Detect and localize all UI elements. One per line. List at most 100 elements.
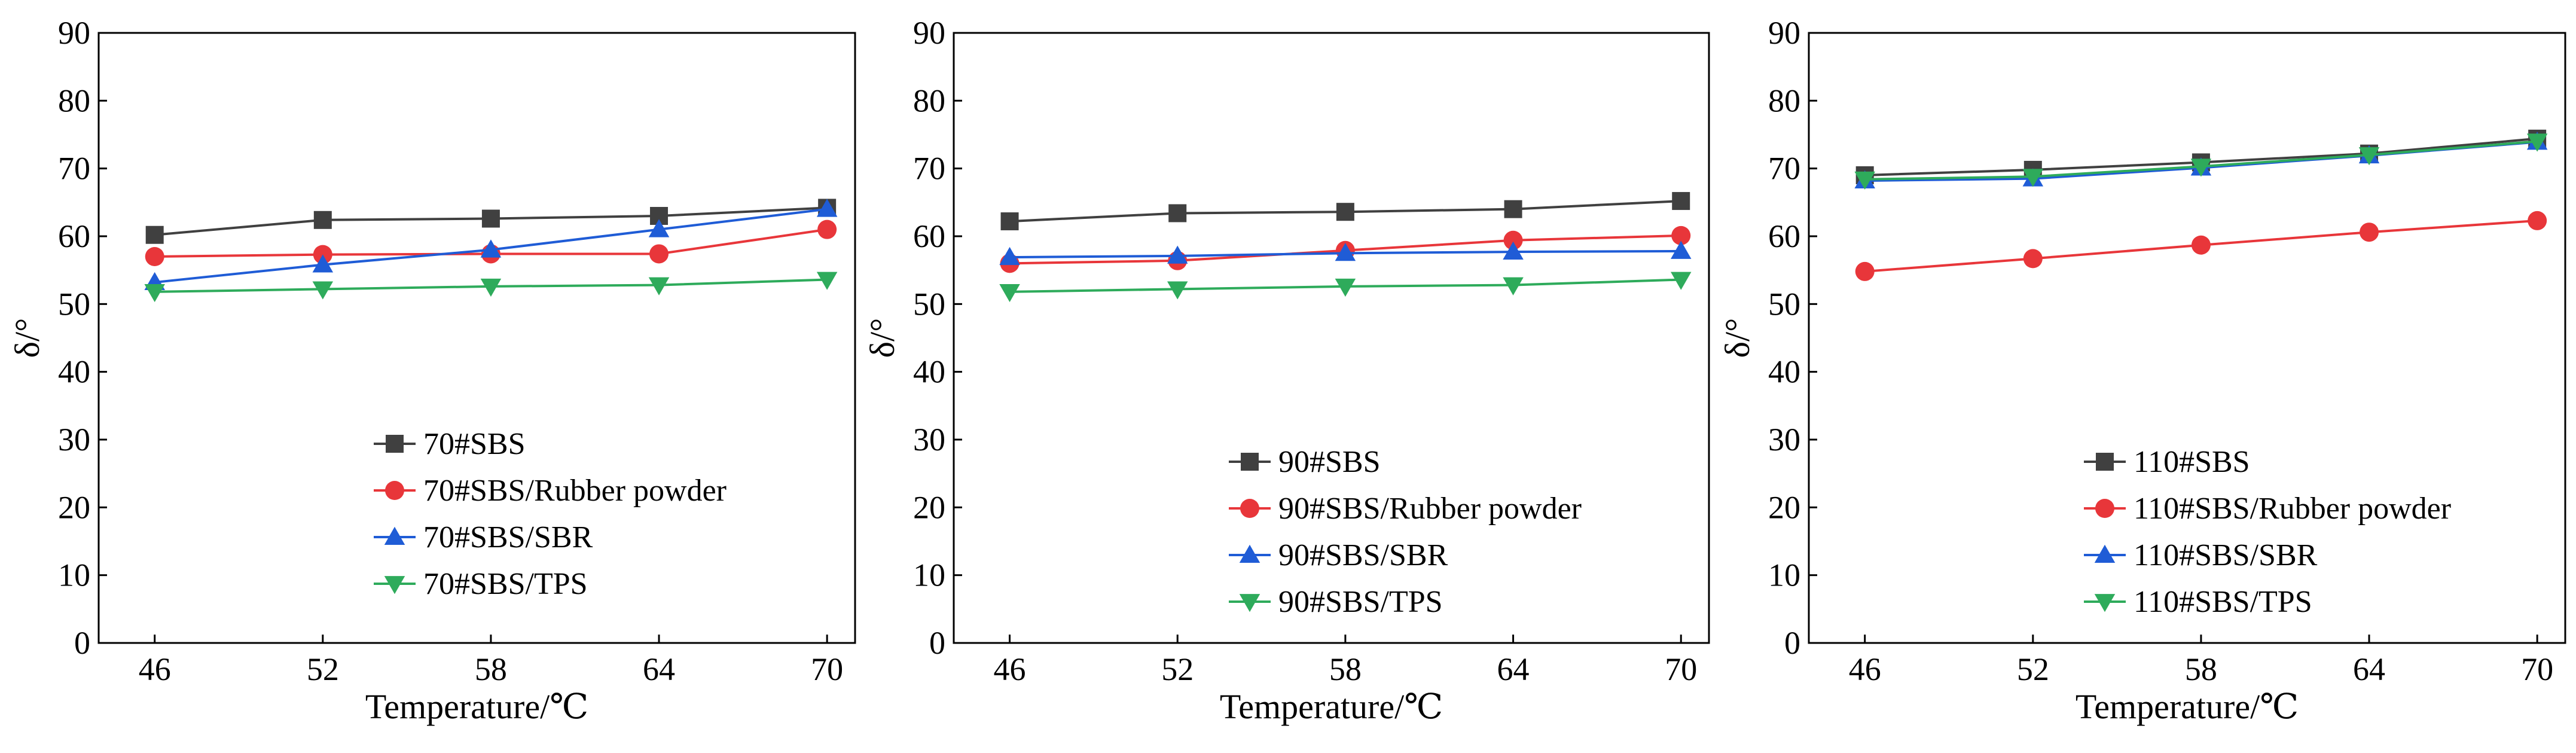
data-point <box>2526 133 2548 152</box>
data-point <box>145 247 164 266</box>
y-tick-label: 10 <box>1768 557 1800 593</box>
x-tick-label: 46 <box>139 651 171 687</box>
y-tick-label: 60 <box>913 218 945 254</box>
data-point <box>999 246 1020 266</box>
y-tick-label: 30 <box>913 422 945 458</box>
y-tick-label: 80 <box>1768 83 1800 118</box>
y-tick-label: 0 <box>74 625 90 661</box>
legend-label: 90#SBS/Rubber powder <box>1278 492 1582 526</box>
series-4 <box>1854 133 2548 190</box>
plot-frame <box>953 32 1710 644</box>
legend-item: 90#SBS <box>1229 445 1381 479</box>
y-tick-label: 50 <box>1768 286 1800 322</box>
data-point <box>816 272 838 290</box>
legend-marker <box>1241 453 1259 471</box>
y-tick-label: 90 <box>913 15 945 51</box>
legend-item: 110#SBS/Rubber powder <box>2084 492 2451 526</box>
data-point <box>999 283 1020 303</box>
legend-marker <box>385 481 404 500</box>
data-point <box>816 199 838 217</box>
data-point <box>1672 192 1690 211</box>
data-point <box>1670 240 1692 259</box>
x-tick-label: 64 <box>643 651 675 687</box>
x-tick-label: 52 <box>307 651 339 687</box>
legend-label: 70#SBS/TPS <box>423 567 588 601</box>
data-point <box>2360 222 2379 242</box>
legend-item: 90#SBS/SBR <box>1229 538 1448 572</box>
data-point <box>313 211 332 229</box>
legend-marker <box>2096 453 2114 471</box>
legend-item: 70#SBS/TPS <box>374 567 588 601</box>
data-point <box>1503 230 1523 250</box>
legend-marker <box>384 526 405 545</box>
data-point <box>1335 278 1356 297</box>
x-tick-label: 70 <box>2521 651 2553 687</box>
legend-item: 70#SBS/SBR <box>374 520 593 554</box>
data-point <box>480 239 502 258</box>
data-point <box>1855 261 1875 281</box>
x-tick-label: 52 <box>1161 651 1194 687</box>
legend-item: 70#SBS/Rubber powder <box>374 474 727 508</box>
data-point <box>1167 245 1188 264</box>
data-point <box>1335 243 1356 261</box>
series-1 <box>1000 192 1690 231</box>
data-point <box>2022 169 2044 187</box>
x-tick-label: 46 <box>1849 651 1881 687</box>
x-axis-label: Temperature/℃ <box>1220 687 1443 726</box>
data-point <box>1167 281 1188 300</box>
data-point <box>1504 200 1522 218</box>
chart-panel-1: 0 10 20 30 40 50 60 70 80 90 46 52 58 64 70 Temperature… <box>8 15 856 726</box>
legend-item: 90#SBS/TPS <box>1229 585 1443 619</box>
y-tick-label: 10 <box>913 557 945 593</box>
y-tick-label: 10 <box>58 557 90 593</box>
legend-marker <box>2095 499 2114 518</box>
data-point <box>312 281 334 300</box>
y-tick-label: 60 <box>1768 218 1800 254</box>
legend-item: 110#SBS <box>2084 445 2250 479</box>
legend-item: 110#SBS/SBR <box>2084 538 2318 572</box>
legend-label: 110#SBS/SBR <box>2134 538 2318 572</box>
legend-label: 110#SBS/TPS <box>2134 585 2312 619</box>
series-4 <box>144 272 838 303</box>
x-tick-label: 58 <box>2185 651 2217 687</box>
y-tick-label: 40 <box>58 354 90 390</box>
data-point <box>2191 235 2211 255</box>
y-tick-label: 30 <box>1768 422 1800 458</box>
y-tick-label: 0 <box>1784 625 1800 661</box>
data-point <box>1670 272 1692 290</box>
y-tick-label: 60 <box>58 218 90 254</box>
x-axis-label: Temperature/℃ <box>2076 687 2299 726</box>
y-tick-label: 70 <box>913 151 945 187</box>
data-point <box>145 225 164 244</box>
data-point <box>1000 212 1019 231</box>
legend-item: 90#SBS/Rubber powder <box>1229 492 1582 526</box>
legend-label: 70#SBS/Rubber powder <box>423 474 727 508</box>
series-3 <box>999 240 1692 266</box>
legend-label: 90#SBS/TPS <box>1278 585 1443 619</box>
y-tick-label: 50 <box>58 286 90 322</box>
y-tick-label: 90 <box>58 15 90 51</box>
legend-label: 110#SBS <box>2134 445 2250 479</box>
x-tick-label: 52 <box>2017 651 2049 687</box>
y-axis-label: δ/° <box>8 318 47 358</box>
data-point <box>312 254 334 273</box>
y-tick-label: 20 <box>58 489 90 525</box>
data-point <box>144 283 165 303</box>
chart-panel-2: 0 10 20 30 40 50 60 70 80 90 46 52 58 64 70 Temperature… <box>863 15 1710 726</box>
legend-marker <box>1239 544 1260 563</box>
legend: 90#SBS 90#SBS/Rubber powder 90#SBS/SBR 90#S… <box>1229 445 1582 619</box>
data-point <box>480 278 502 297</box>
plot-frame <box>97 32 856 644</box>
legend-marker <box>386 435 404 453</box>
data-point <box>2528 211 2547 230</box>
data-point <box>1336 203 1354 221</box>
y-tick-label: 20 <box>1768 489 1800 525</box>
y-tick-label: 80 <box>58 83 90 118</box>
x-tick-label: 46 <box>994 651 1026 687</box>
legend-label: 90#SBS/SBR <box>1278 538 1448 572</box>
data-point <box>1168 204 1187 222</box>
series-2 <box>1855 211 2547 281</box>
data-point <box>1854 171 1875 190</box>
legend-marker <box>1239 594 1260 612</box>
